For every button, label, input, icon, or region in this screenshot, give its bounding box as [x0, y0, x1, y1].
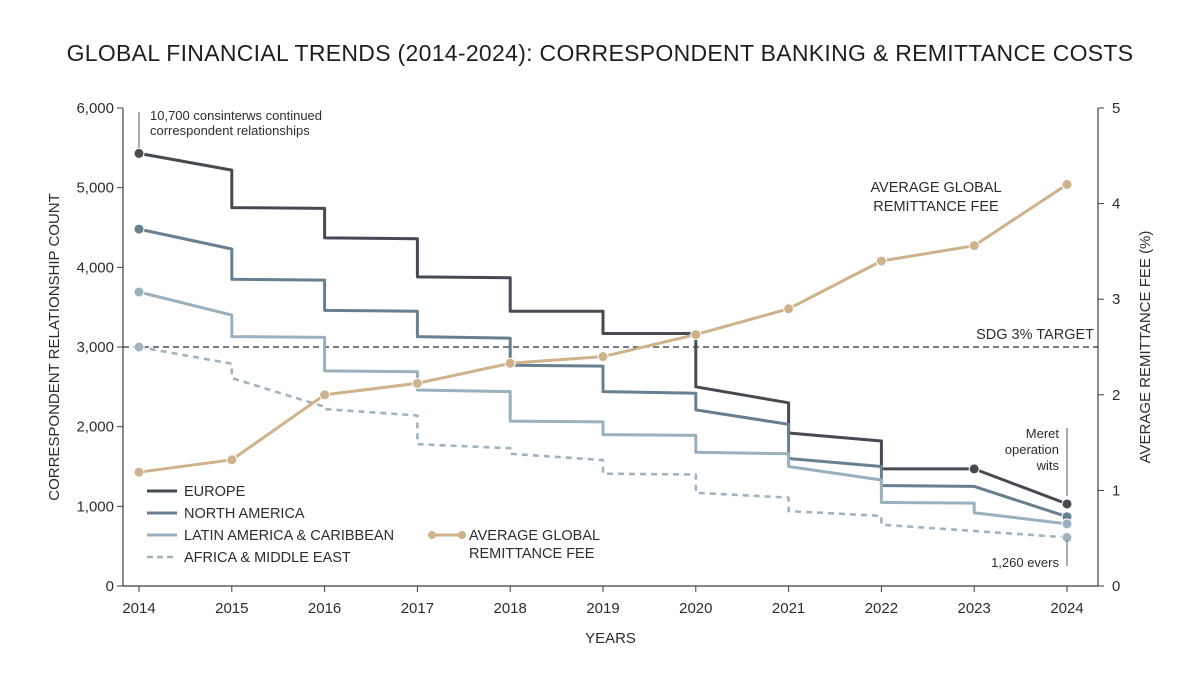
- marker-remittance-fee: [783, 303, 795, 315]
- legend-label-remittance-fee: AVERAGE GLOBAL: [469, 528, 600, 544]
- marker-remittance-fee: [597, 351, 609, 363]
- top-left-annotation-line: 10,700 consinterws continued: [150, 108, 322, 123]
- y-right-tick-label: 3: [1112, 291, 1120, 308]
- marker-latin-america-caribbean: [133, 286, 145, 298]
- right-note-line: Meret: [1026, 426, 1060, 441]
- legend-label-north-america: NORTH AMERICA: [184, 506, 305, 522]
- marker-north-america: [133, 223, 145, 235]
- sdg-target-label: SDG 3% TARGET: [976, 327, 1094, 343]
- marker-remittance-fee: [690, 329, 702, 341]
- bottom-note: 1,260 evers: [991, 555, 1059, 570]
- y-right-tick-label: 2: [1112, 387, 1120, 404]
- y-tick-label: 4,000: [76, 259, 114, 276]
- y-right-tick-label: 4: [1112, 196, 1120, 213]
- y-tick-label: 6,000: [76, 100, 114, 117]
- marker-europe: [968, 463, 980, 475]
- x-tick-label: 2020: [679, 600, 712, 617]
- marker-europe: [1061, 498, 1073, 510]
- series-line-europe: [137, 151, 1069, 506]
- top-left-annotation-line: correspondent relationships: [150, 123, 310, 138]
- x-tick-label: 2019: [586, 600, 619, 617]
- legend-label-latin-america-caribbean: LATIN AMERICA & CARIBBEAN: [184, 528, 394, 544]
- y-axis-right-title: AVERAGE REMITTANCE FEE (%): [1137, 231, 1154, 464]
- x-axis-title: YEARS: [585, 630, 636, 647]
- legend-label-africa-middle-east: AFRICA & MIDDLE EAST: [184, 550, 351, 566]
- y-tick-label: 5,000: [76, 180, 114, 197]
- marker-africa-middle-east: [133, 341, 145, 353]
- y-right-tick-label: 0: [1112, 578, 1120, 595]
- x-tick-label: 2021: [772, 600, 805, 617]
- marker-remittance-fee: [504, 357, 516, 369]
- legend-label-europe: EUROPE: [184, 484, 246, 500]
- x-tick-label: 2016: [308, 600, 341, 617]
- marker-europe: [133, 147, 145, 159]
- chart-title: GLOBAL FINANCIAL TRENDS (2014-2024): COR…: [66, 40, 1134, 66]
- x-tick-label: 2024: [1050, 600, 1083, 617]
- marker-remittance-fee: [875, 255, 887, 267]
- marker-remittance-fee: [133, 466, 145, 478]
- x-tick-label: 2017: [401, 600, 434, 617]
- right-note-line: operation: [1005, 442, 1059, 457]
- x-tick-label: 2015: [215, 600, 248, 617]
- y-tick-label: 3,000: [76, 339, 114, 356]
- legend-label-remittance-fee-line2: REMITTANCE FEE: [469, 546, 595, 562]
- marker-remittance-fee: [411, 377, 423, 389]
- marker-latin-america-caribbean: [1061, 518, 1073, 530]
- legend-marker-remittance-fee: [458, 531, 466, 539]
- y-right-tick-label: 1: [1112, 482, 1120, 499]
- x-tick-label: 2018: [494, 600, 527, 617]
- series-line-latin-america-caribbean: [137, 290, 1069, 526]
- legend-marker-remittance-fee: [428, 531, 436, 539]
- y-tick-label: 1,000: [76, 498, 114, 515]
- y-right-tick-label: 5: [1112, 100, 1120, 117]
- y-axis-title: CORRESPONDENT RELATIONSHIP COUNT: [46, 193, 63, 501]
- x-tick-label: 2022: [865, 600, 898, 617]
- marker-remittance-fee: [226, 454, 238, 466]
- fee-series-label-line: REMITTANCE FEE: [873, 199, 999, 215]
- marker-remittance-fee: [319, 389, 331, 401]
- x-tick-label: 2014: [122, 600, 155, 617]
- series-line-north-america: [137, 227, 1069, 519]
- series-line-africa-middle-east: [138, 345, 1068, 539]
- y-tick-label: 0: [106, 578, 114, 595]
- marker-remittance-fee: [968, 240, 980, 252]
- x-tick-label: 2023: [958, 600, 991, 617]
- y-tick-label: 2,000: [76, 419, 114, 436]
- marker-remittance-fee: [1061, 178, 1073, 190]
- fee-series-label-line: AVERAGE GLOBAL: [870, 180, 1001, 196]
- right-note-line: wits: [1036, 458, 1060, 473]
